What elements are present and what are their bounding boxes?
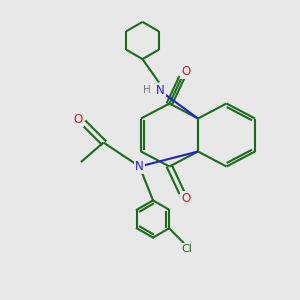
Text: H: H (142, 85, 150, 95)
Text: O: O (182, 65, 190, 78)
Text: Cl: Cl (182, 244, 193, 254)
Text: O: O (182, 192, 190, 205)
Text: N: N (135, 160, 144, 173)
Text: O: O (74, 113, 82, 126)
Text: N: N (156, 83, 165, 97)
